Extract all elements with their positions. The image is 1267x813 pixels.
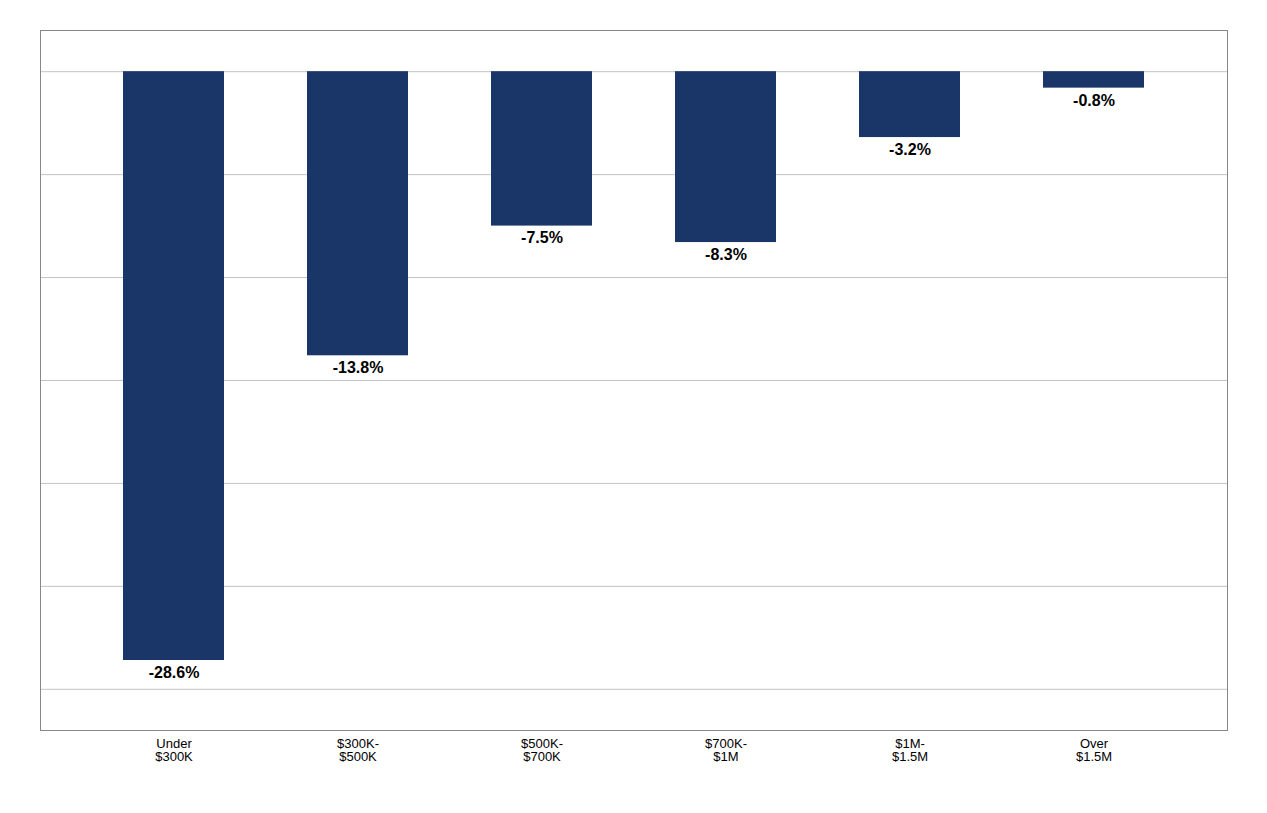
svg-text:$700K-$1M: $700K-$1M xyxy=(705,736,747,764)
svg-text:-3.2%: -3.2% xyxy=(889,141,931,158)
svg-text:-0.8%: -0.8% xyxy=(1073,92,1115,109)
svg-text:-8.3%: -8.3% xyxy=(705,246,747,263)
svg-text:$1M-$1.5M: $1M-$1.5M xyxy=(892,736,928,764)
svg-text:-7.5%: -7.5% xyxy=(521,229,563,246)
svg-text:-13.8%: -13.8% xyxy=(333,359,384,376)
svg-text:-28.6%: -28.6% xyxy=(149,664,200,681)
svg-text:$500K-$700K: $500K-$700K xyxy=(521,736,563,764)
svg-text:$300K-$500K: $300K-$500K xyxy=(337,736,379,764)
svg-text:Under$300K: Under$300K xyxy=(155,736,193,764)
svg-text:Over$1.5M: Over$1.5M xyxy=(1076,736,1112,764)
